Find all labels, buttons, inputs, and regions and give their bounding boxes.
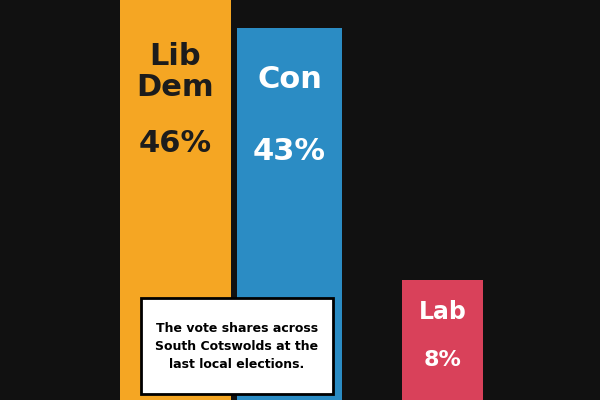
Text: Lab: Lab bbox=[419, 300, 466, 324]
Text: 46%: 46% bbox=[139, 130, 212, 158]
Bar bbox=[120, 0, 231, 400]
Text: 43%: 43% bbox=[253, 138, 326, 166]
Bar bbox=[237, 28, 342, 400]
Text: The vote shares across
South Cotswolds at the
last local elections.: The vote shares across South Cotswolds a… bbox=[155, 322, 319, 370]
FancyBboxPatch shape bbox=[141, 298, 333, 394]
Text: Con: Con bbox=[257, 66, 322, 94]
Text: 8%: 8% bbox=[424, 350, 461, 370]
Bar bbox=[402, 280, 483, 400]
Text: Lib
Dem: Lib Dem bbox=[137, 42, 214, 102]
